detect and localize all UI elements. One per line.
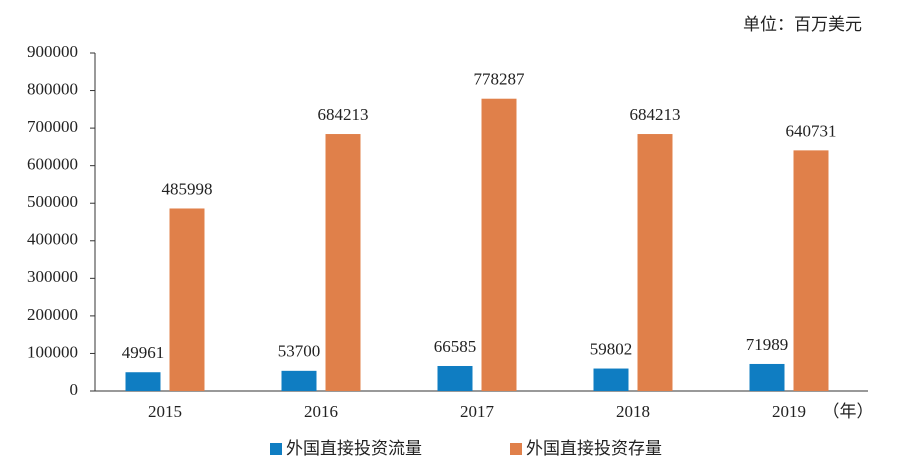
x-tick-label: 2019 <box>772 402 806 421</box>
value-label: 53700 <box>278 342 321 361</box>
y-tick-label: 400000 <box>27 230 78 249</box>
unit-label: 单位：百万美元 <box>743 15 862 34</box>
x-unit-label: （年） <box>823 402 874 421</box>
bar <box>325 134 361 391</box>
value-label: 71989 <box>746 335 789 354</box>
y-tick-label: 100000 <box>27 342 78 361</box>
bar <box>169 208 205 391</box>
x-tick-label: 2017 <box>460 402 495 421</box>
y-tick-label: 600000 <box>27 155 78 174</box>
bar <box>281 370 317 391</box>
bar <box>437 365 473 391</box>
y-tick-label: 800000 <box>27 79 78 98</box>
value-label: 49961 <box>122 343 165 362</box>
x-tick-label: 2015 <box>148 402 182 421</box>
bar <box>637 134 673 391</box>
bar <box>481 98 517 391</box>
y-tick-label: 500000 <box>27 192 78 211</box>
bar <box>593 368 629 391</box>
y-tick-label: 0 <box>70 380 79 399</box>
value-label: 66585 <box>434 337 477 356</box>
y-tick-label: 900000 <box>27 42 78 61</box>
value-label: 684213 <box>630 105 681 124</box>
legend-swatch <box>270 443 282 455</box>
y-tick-label: 700000 <box>27 117 78 136</box>
value-label: 485998 <box>162 179 213 198</box>
value-label: 684213 <box>318 105 369 124</box>
bar <box>125 372 161 391</box>
value-label: 778287 <box>474 70 526 89</box>
bar <box>793 150 829 391</box>
value-label: 640731 <box>786 121 837 140</box>
legend-label: 外国直接投资存量 <box>526 439 662 458</box>
y-tick-label: 200000 <box>27 305 78 324</box>
y-tick-label: 300000 <box>27 267 78 286</box>
legend-swatch <box>510 443 522 455</box>
x-tick-label: 2016 <box>304 402 338 421</box>
legend-label: 外国直接投资流量 <box>286 439 422 458</box>
bar <box>749 363 785 391</box>
value-label: 59802 <box>590 339 633 358</box>
x-tick-label: 2018 <box>616 402 650 421</box>
